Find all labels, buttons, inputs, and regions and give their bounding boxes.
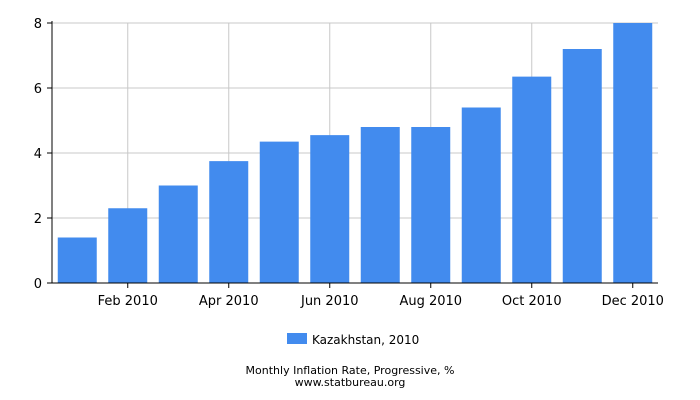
bar-may-2010 (259, 141, 299, 283)
x-tick-label: Dec 2010 (602, 294, 664, 309)
bar-feb-2010 (108, 208, 148, 283)
bar-jan-2010 (57, 237, 97, 283)
x-tick-label: Apr 2010 (199, 294, 259, 309)
legend: Kazakhstan, 2010 (287, 333, 419, 347)
bar-dec-2010 (613, 23, 653, 283)
bar-oct-2010 (512, 76, 552, 283)
legend-label-kazakhstan: Kazakhstan, 2010 (312, 333, 419, 347)
x-tick-label: Aug 2010 (399, 294, 462, 309)
y-tick-label: 6 (34, 82, 42, 97)
bar-apr-2010 (209, 161, 249, 283)
y-tick-label: 0 (34, 277, 42, 292)
bar-aug-2010 (411, 127, 451, 283)
y-tick-label: 8 (34, 17, 42, 32)
x-tick-label: Feb 2010 (98, 294, 158, 309)
x-tick-label: Oct 2010 (502, 294, 562, 309)
bar-nov-2010 (562, 49, 602, 283)
source-link[interactable]: www.statbureau.org (294, 376, 406, 389)
x-tick-label: Jun 2010 (300, 294, 359, 309)
chart-title: Monthly Inflation Rate, Progressive, % (245, 364, 455, 377)
bar-jun-2010 (310, 135, 350, 283)
bar-jul-2010 (360, 127, 400, 283)
axes: 0 2 4 6 8 Feb 2010 Apr 2010 Jun 2010 Aug 2010 Oct… (34, 17, 664, 309)
y-tick-label: 4 (34, 147, 42, 162)
bar-series (57, 23, 653, 283)
y-tick-label: 2 (34, 212, 42, 227)
bar-sep-2010 (461, 107, 501, 283)
bar-mar-2010 (158, 185, 198, 283)
legend-swatch-kazakhstan (287, 333, 307, 344)
